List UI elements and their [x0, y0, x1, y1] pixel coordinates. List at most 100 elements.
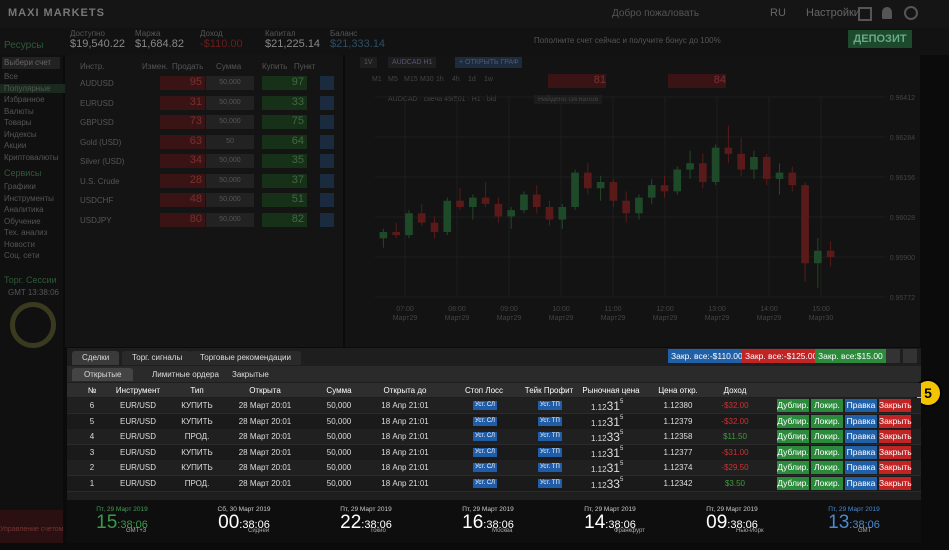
- take-profit-button[interactable]: Уст. ТП: [538, 463, 562, 472]
- row-button[interactable]: Закрыть: [879, 430, 912, 443]
- buy-price[interactable]: 35: [262, 154, 307, 168]
- row-button[interactable]: Локир.: [811, 461, 843, 474]
- trades-tab[interactable]: Сделки: [72, 351, 120, 365]
- sell-price[interactable]: 80: [160, 212, 205, 227]
- timeframe[interactable]: 1h: [436, 76, 444, 83]
- subtab[interactable]: Закрытые: [232, 370, 269, 379]
- row-button[interactable]: Локир.: [811, 476, 843, 490]
- column-header[interactable]: Открыта: [249, 386, 281, 395]
- collapse-button[interactable]: [886, 349, 900, 363]
- sell-price[interactable]: 95: [160, 76, 205, 90]
- sell-price[interactable]: 63: [160, 134, 205, 149]
- row-button[interactable]: Правка: [845, 399, 877, 412]
- sell-price[interactable]: 48: [160, 193, 205, 207]
- row-button[interactable]: Локир.: [811, 399, 843, 412]
- column-header[interactable]: Открыта до: [383, 386, 427, 395]
- buy-price[interactable]: 37: [262, 173, 307, 188]
- stop-loss-button[interactable]: Уст. СЛ: [473, 432, 497, 441]
- timeframe[interactable]: M1: [372, 76, 382, 83]
- sidebar-item[interactable]: Криптовалюты: [4, 152, 59, 162]
- column-header[interactable]: Рыночная цена: [582, 386, 640, 395]
- timeframe[interactable]: 1d: [468, 76, 476, 83]
- points-button[interactable]: [320, 193, 334, 207]
- row-button[interactable]: Дублир.: [777, 461, 809, 474]
- close-all-button[interactable]: Закр. все:-$110.00: [668, 349, 746, 363]
- sell-price[interactable]: 73: [160, 115, 205, 129]
- trades-tab[interactable]: Торг. сигналы: [122, 351, 193, 365]
- account-select[interactable]: Выбери счет: [2, 57, 60, 69]
- stop-loss-button[interactable]: Уст. СЛ: [473, 447, 497, 457]
- expand-button[interactable]: [903, 349, 917, 363]
- timeframe[interactable]: M30: [420, 76, 434, 83]
- row-button[interactable]: Локир.: [811, 414, 843, 428]
- deposit-button[interactable]: ДЕПОЗИТ: [848, 30, 912, 48]
- chart-buy[interactable]: 84: [668, 74, 726, 88]
- row-button[interactable]: Дублир.: [777, 476, 809, 490]
- sidebar-bottom[interactable]: Управление счетом: [0, 510, 63, 543]
- timeframe[interactable]: 4h: [452, 76, 460, 83]
- row-button[interactable]: Правка: [845, 430, 877, 443]
- chart-tab[interactable]: + ОТКРЫТЬ ГРАФ: [455, 57, 523, 68]
- sidebar-item[interactable]: Все: [4, 72, 18, 81]
- buy-price[interactable]: 97: [262, 76, 307, 90]
- sidebar-item[interactable]: Аналитика: [4, 205, 44, 214]
- row-button[interactable]: Правка: [845, 461, 877, 474]
- sidebar-item[interactable]: Графики: [4, 182, 36, 191]
- column-header[interactable]: Сумма: [326, 386, 352, 395]
- column-header[interactable]: №: [87, 386, 97, 395]
- column-header[interactable]: Стоп Лосс: [464, 386, 504, 395]
- sell-price[interactable]: 31: [160, 95, 205, 110]
- row-button[interactable]: Дублир.: [777, 414, 809, 428]
- points-button[interactable]: [320, 154, 334, 168]
- row-button[interactable]: Дублир.: [777, 399, 809, 412]
- take-profit-button[interactable]: Уст. ТП: [538, 478, 562, 488]
- subtab[interactable]: Лимитные ордера: [152, 370, 219, 379]
- timeframe[interactable]: M15: [404, 76, 418, 83]
- column-header[interactable]: Инструмент: [115, 386, 161, 395]
- timeframe[interactable]: 1w: [484, 76, 493, 83]
- buy-price[interactable]: 33: [262, 95, 307, 110]
- column-header[interactable]: Тип: [190, 386, 204, 395]
- points-button[interactable]: [320, 134, 334, 149]
- column-header[interactable]: Доход: [723, 386, 747, 395]
- chart-tab[interactable]: AUDCAD H1: [388, 57, 437, 68]
- sell-price[interactable]: 34: [160, 154, 205, 168]
- timeframe[interactable]: M5: [388, 76, 398, 83]
- sidebar-item[interactable]: Товары: [4, 118, 32, 127]
- language[interactable]: RU: [770, 7, 786, 19]
- row-button[interactable]: Локир.: [811, 430, 843, 443]
- close-all-button[interactable]: Закр. все:$15.00: [815, 349, 886, 363]
- stop-loss-button[interactable]: Уст. СЛ: [473, 478, 497, 488]
- row-button[interactable]: Дублир.: [777, 430, 809, 443]
- trades-tab[interactable]: Торговые рекомендации: [190, 351, 301, 365]
- points-button[interactable]: [320, 76, 334, 90]
- column-header[interactable]: Цена откр.: [658, 386, 698, 395]
- stop-loss-button[interactable]: Уст. СЛ: [473, 463, 497, 472]
- stop-loss-button[interactable]: Уст. СЛ: [473, 416, 497, 426]
- row-button[interactable]: Правка: [845, 414, 877, 428]
- sidebar-item[interactable]: Новости: [4, 239, 35, 249]
- row-button[interactable]: Закрыть: [879, 399, 912, 412]
- points-button[interactable]: [320, 173, 334, 188]
- take-profit-button[interactable]: Уст. ТП: [538, 432, 562, 441]
- take-profit-button[interactable]: Уст. ТП: [538, 416, 562, 426]
- points-button[interactable]: [320, 212, 334, 227]
- sidebar-item[interactable]: Акции: [4, 141, 27, 150]
- chart-sell[interactable]: 81: [548, 74, 606, 88]
- sidebar-item[interactable]: Избранное: [4, 95, 45, 104]
- points-button[interactable]: [320, 95, 334, 110]
- buy-price[interactable]: 51: [262, 193, 307, 207]
- signals[interactable]: Найдено сигналов: [534, 95, 603, 104]
- row-button[interactable]: Дублир.: [777, 445, 809, 459]
- subtab[interactable]: Открытые: [72, 368, 134, 381]
- buy-price[interactable]: 64: [262, 134, 307, 149]
- row-button[interactable]: Правка: [845, 445, 877, 459]
- sidebar-item[interactable]: Обучение: [4, 216, 41, 226]
- row-button[interactable]: Закрыть: [879, 414, 912, 428]
- close-all-button[interactable]: Закр. все:-$125.00: [742, 349, 821, 363]
- row-button[interactable]: Закрыть: [879, 445, 912, 459]
- buy-price[interactable]: 82: [262, 212, 307, 227]
- sidebar-item[interactable]: Индексы: [4, 129, 37, 139]
- chart-tab[interactable]: 1V: [360, 57, 377, 68]
- sidebar-item[interactable]: Соц. сети: [4, 251, 40, 260]
